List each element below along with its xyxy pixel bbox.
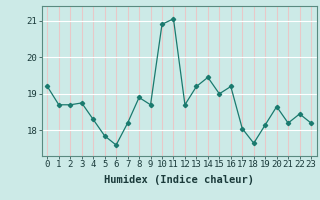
X-axis label: Humidex (Indice chaleur): Humidex (Indice chaleur) [104, 175, 254, 185]
